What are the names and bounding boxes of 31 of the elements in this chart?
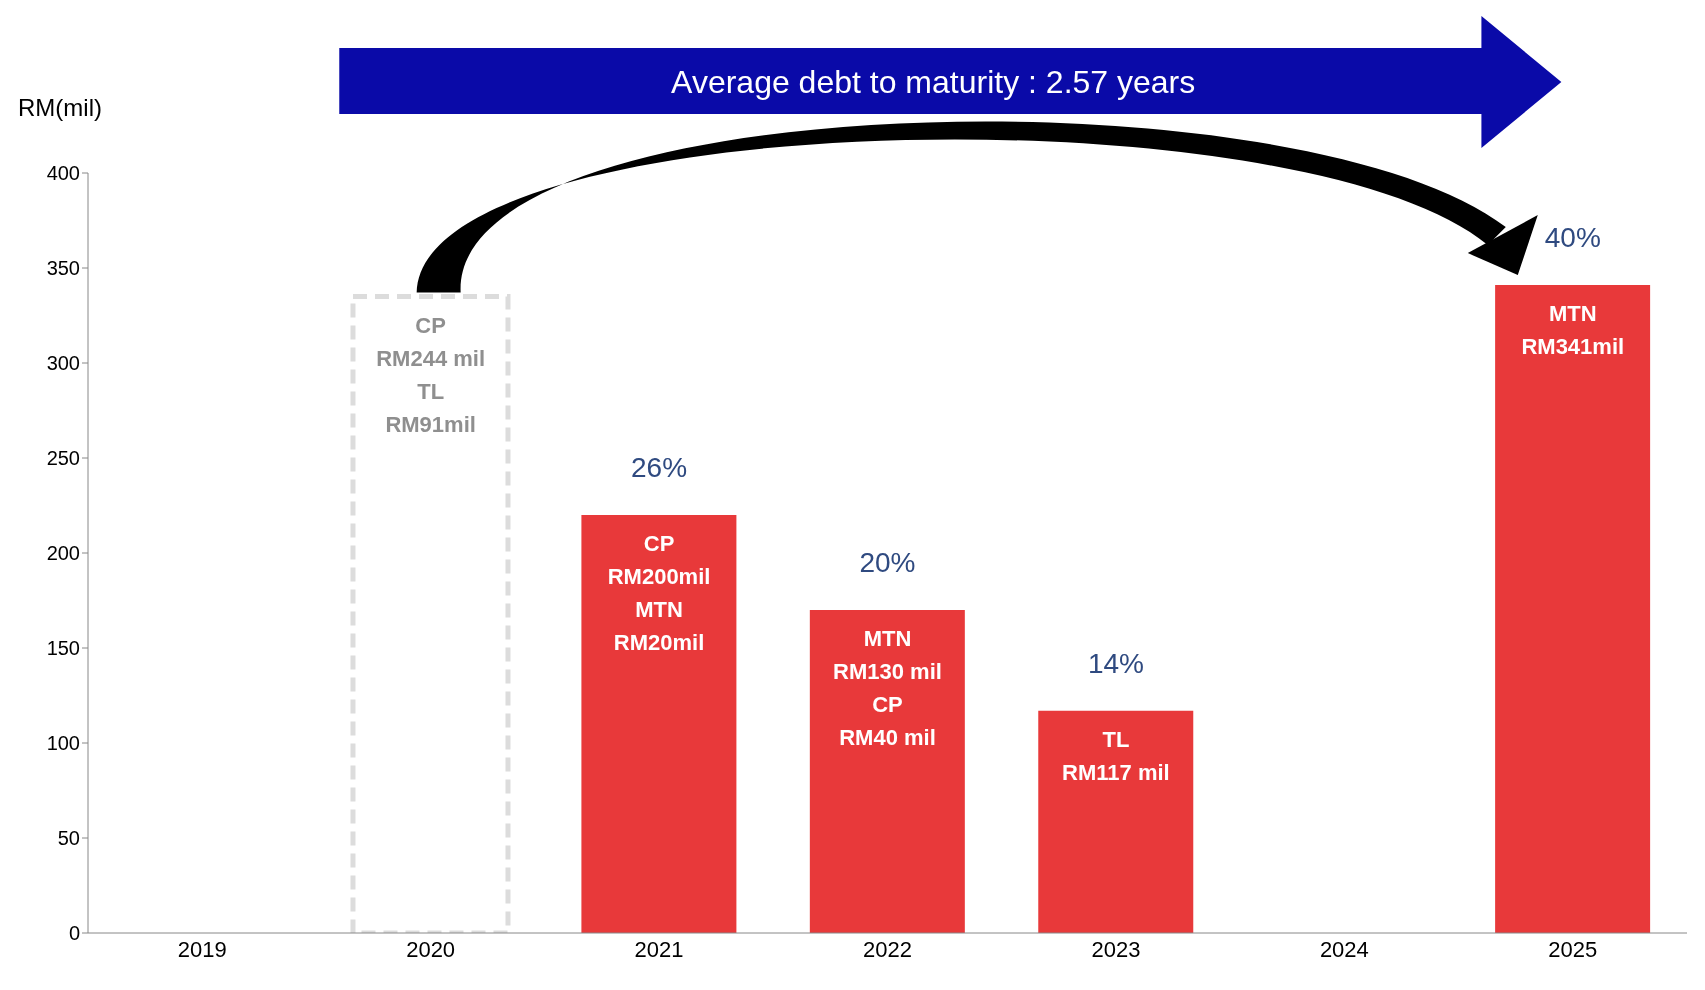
- x-tick-label: 2019: [177, 936, 227, 962]
- y-tick-label: 400: [46, 162, 80, 185]
- y-tick-label: 150: [46, 637, 80, 660]
- x-tick-label: 2021: [634, 936, 684, 962]
- data-label: TL RM117 mil: [1062, 726, 1170, 785]
- y-tick-label: 350: [46, 257, 80, 280]
- bar: [581, 515, 737, 933]
- bar: [1495, 285, 1651, 933]
- y-tick-label: 0: [68, 922, 80, 945]
- x-tick-label: 2022: [863, 936, 912, 962]
- x-tick-label: 2025: [1548, 936, 1598, 962]
- x-tick-label: 2023: [1091, 936, 1141, 962]
- annotation: 40%: [1544, 222, 1601, 254]
- y-tick-label: 200: [46, 542, 80, 565]
- y-tick-label: 100: [46, 732, 80, 755]
- data-label: MTN RM341mil: [1521, 301, 1625, 360]
- annotation: 14%: [1087, 647, 1144, 679]
- data-label: CP RM200mil MTN RM20mil: [607, 531, 711, 655]
- x-tick-label: 2024: [1319, 936, 1369, 962]
- annotation: 20%: [859, 547, 916, 578]
- data-label: MTN RM130 mil CP RM40 mil: [833, 626, 942, 750]
- bar: [1038, 710, 1194, 933]
- annotation: 26%: [631, 452, 688, 483]
- y-tick-label: 50: [57, 827, 80, 850]
- text: Average debt to maturity : 2.57 years: [671, 64, 1196, 100]
- x-tick-label: 2020: [406, 936, 456, 962]
- data-label: CP RM244 mil TL RM91mil: [376, 312, 486, 437]
- y-tick-label: 250: [46, 447, 80, 470]
- y-tick-label: 300: [46, 352, 80, 375]
- bar: [809, 610, 965, 933]
- y-axis-title: RM(mil): [18, 94, 102, 121]
